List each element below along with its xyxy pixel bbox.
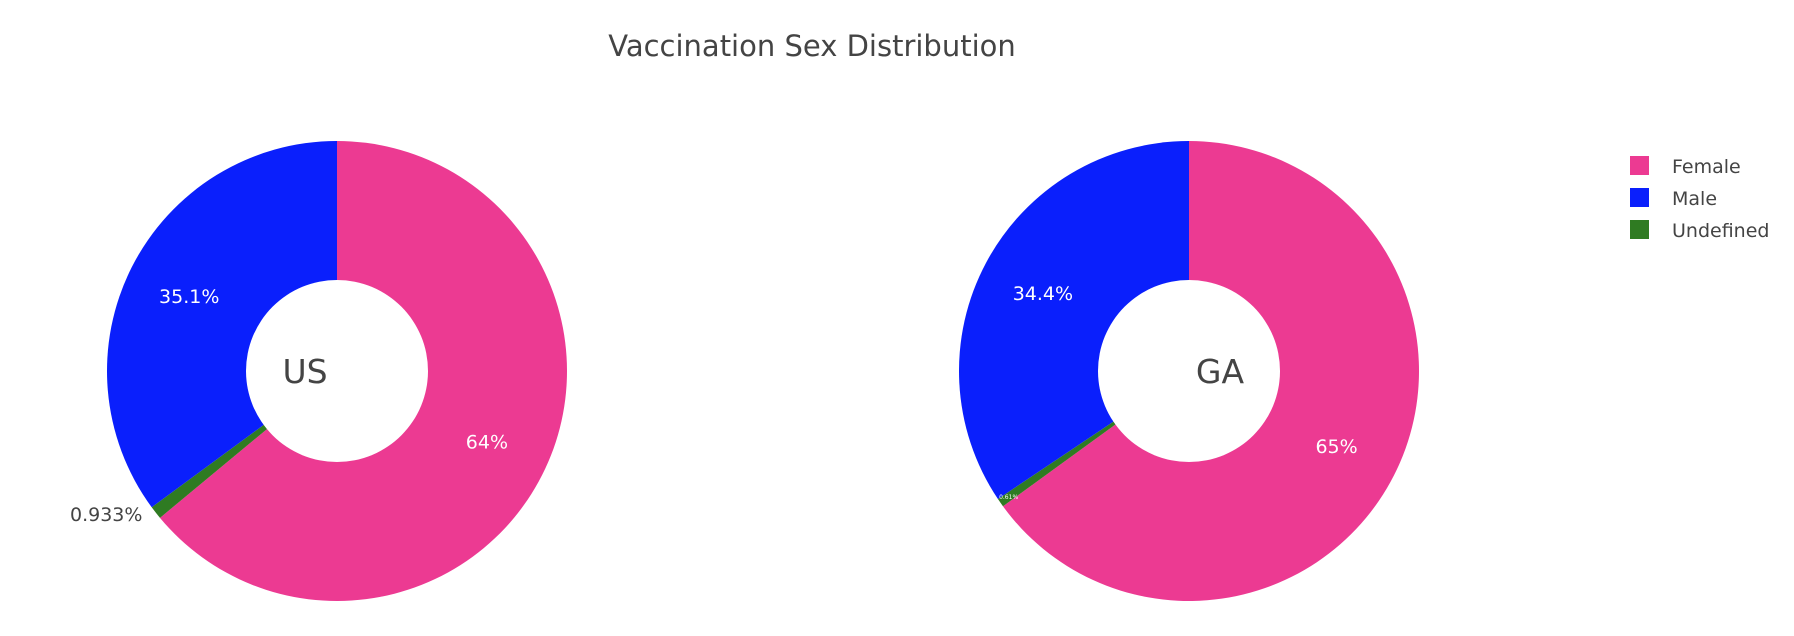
donut-hole-ga (1098, 280, 1280, 462)
center-label-us: US (282, 352, 327, 391)
legend-label-undefined: Undefined (1672, 220, 1769, 242)
pie-ga: GA 65% 0.61% 34.4% (958, 141, 1419, 601)
legend-item-male[interactable]: Male (1630, 188, 1717, 210)
slice-label-ga-female: 65% (1315, 436, 1357, 458)
legend-swatch-male (1630, 188, 1649, 207)
donut-hole-us (246, 280, 428, 462)
legend-label-female: Female (1672, 156, 1741, 178)
slice-label-us-undefined: 0.933% (70, 504, 142, 526)
legend-item-female[interactable]: Female (1630, 156, 1741, 178)
center-label-ga: GA (1196, 352, 1245, 391)
legend-swatch-female (1630, 156, 1649, 175)
legend: Female Male Undefined (1630, 156, 1769, 242)
slice-label-ga-undefined: 0.61% (999, 494, 1018, 501)
legend-item-undefined[interactable]: Undefined (1630, 220, 1769, 242)
legend-label-male: Male (1672, 188, 1717, 210)
chart-title: Vaccination Sex Distribution (608, 29, 1016, 63)
slice-labels-us: 64% 0.933% 35.1% (70, 286, 508, 526)
slice-label-us-female: 64% (466, 431, 508, 453)
slice-labels-ga: 65% 0.61% 34.4% (999, 283, 1358, 501)
slice-us-male[interactable] (106, 141, 337, 508)
slice-label-ga-male: 34.4% (1013, 283, 1073, 305)
slice-label-us-male: 35.1% (159, 286, 219, 308)
legend-swatch-undefined (1630, 220, 1649, 239)
pie-us: US 64% 0.933% 35.1% (70, 141, 568, 601)
